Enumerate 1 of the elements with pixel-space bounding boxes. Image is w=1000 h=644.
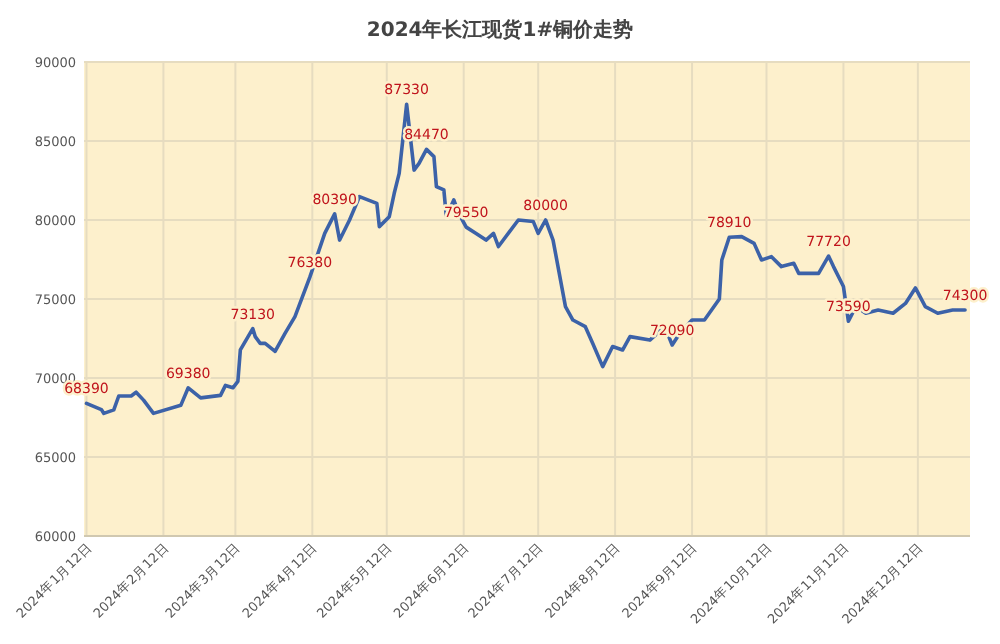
chart-title: 2024年长江现货1#铜价走势 [366,18,634,42]
